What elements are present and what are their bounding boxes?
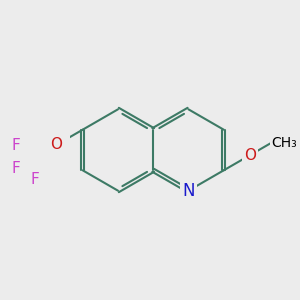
Text: O: O	[244, 148, 256, 163]
Text: F: F	[31, 172, 40, 187]
Text: F: F	[11, 138, 20, 153]
Text: O: O	[50, 137, 62, 152]
Text: N: N	[182, 182, 195, 200]
Text: CH₃: CH₃	[271, 136, 297, 150]
Text: F: F	[11, 161, 20, 176]
